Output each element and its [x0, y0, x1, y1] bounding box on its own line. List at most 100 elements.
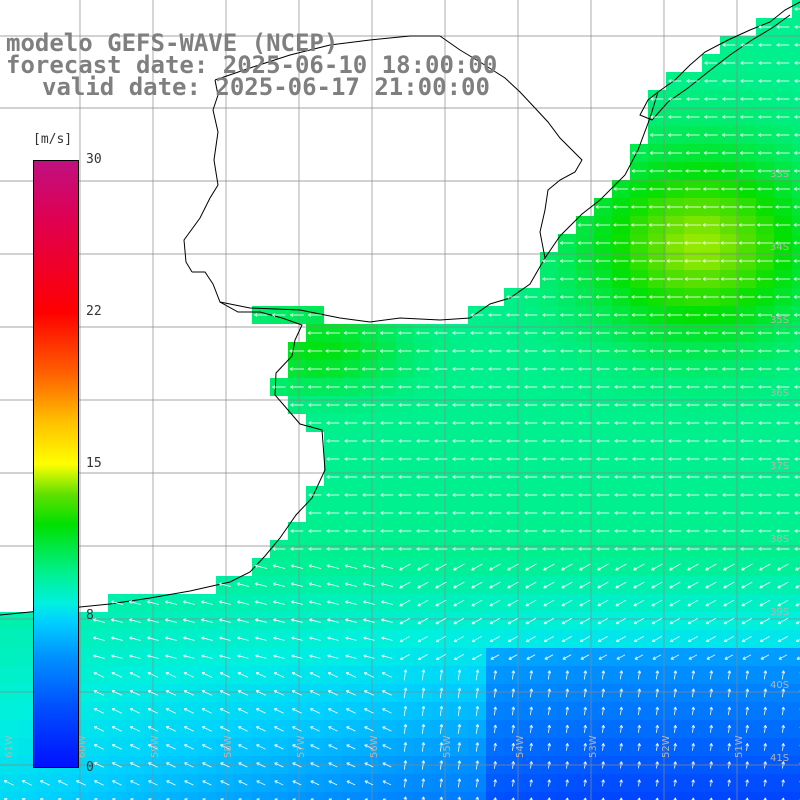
wind-arrow — [308, 421, 322, 425]
wind-arrow — [758, 439, 772, 443]
wind-arrow — [795, 620, 800, 625]
speed-cell — [792, 738, 800, 756]
wind-arrow — [493, 706, 498, 716]
wind-arrow — [470, 367, 484, 371]
wind-arrow — [758, 97, 772, 101]
wind-arrow — [434, 349, 448, 353]
wind-arrow — [637, 706, 641, 716]
wind-arrow — [219, 672, 231, 678]
wind-arrow — [650, 97, 664, 101]
wind-arrow — [524, 421, 538, 425]
speed-cell — [378, 792, 396, 800]
wind-arrow — [705, 581, 717, 589]
wind-arrow — [363, 654, 375, 659]
wind-arrow — [759, 563, 771, 571]
wind-arrow — [434, 385, 448, 389]
wind-arrow — [793, 187, 800, 191]
wind-arrow — [722, 457, 736, 461]
wind-arrow — [452, 457, 466, 461]
wind-arrow — [453, 617, 465, 625]
speed-cell — [18, 684, 36, 702]
wind-arrow — [475, 742, 480, 752]
wind-arrow — [704, 367, 718, 371]
wind-arrow — [727, 670, 732, 680]
wind-arrow — [722, 529, 736, 533]
wind-arrow — [21, 780, 32, 786]
wind-arrow — [421, 796, 426, 800]
wind-arrow — [434, 475, 448, 479]
wind-arrow — [398, 421, 412, 425]
wind-arrow — [506, 457, 520, 461]
speed-cell — [360, 792, 378, 800]
colorbar-tick-15: 15 — [86, 456, 102, 471]
wind-arrow — [740, 349, 754, 353]
wind-arrow — [529, 724, 533, 733]
wind-arrow — [489, 581, 501, 589]
wind-arrow — [739, 331, 754, 335]
wind-arrow — [668, 529, 682, 533]
wind-arrow — [578, 367, 592, 371]
wind-arrow — [763, 688, 768, 698]
wind-arrow — [453, 581, 465, 589]
wind-arrow — [578, 385, 592, 389]
wind-arrow — [255, 708, 266, 714]
wind-arrow — [687, 636, 698, 643]
wind-arrow — [794, 79, 800, 83]
wind-vectors — [3, 7, 800, 800]
wind-arrow — [219, 690, 231, 696]
wind-arrow — [565, 743, 569, 751]
wind-arrow — [183, 636, 195, 641]
wind-arrow — [434, 403, 448, 407]
wind-arrow — [740, 133, 754, 137]
wind-arrow — [739, 313, 755, 317]
wind-arrow — [488, 511, 502, 515]
wind-arrow — [547, 761, 551, 769]
wind-arrow — [308, 564, 322, 569]
wind-arrow — [129, 654, 141, 659]
speed-cell — [0, 630, 18, 648]
wind-arrow — [740, 421, 754, 425]
wind-arrow — [381, 618, 393, 623]
wind-arrow — [326, 600, 339, 605]
wind-arrow — [361, 367, 376, 371]
wind-arrow — [435, 654, 446, 661]
wind-arrow — [666, 241, 684, 245]
wind-arrow — [776, 61, 790, 65]
wind-arrow — [776, 367, 790, 371]
wind-arrow — [793, 205, 800, 209]
wind-arrow — [757, 331, 772, 335]
wind-arrow — [560, 511, 574, 515]
wind-arrow — [434, 529, 448, 533]
wind-arrow — [613, 187, 629, 191]
wind-arrow — [614, 439, 628, 443]
wind-arrow — [361, 349, 376, 353]
wind-arrow — [93, 762, 104, 768]
wind-arrow — [524, 511, 538, 515]
wind-arrow — [757, 241, 773, 245]
wind-arrow — [362, 547, 376, 551]
wind-arrow — [667, 295, 683, 299]
wind-arrow — [688, 654, 698, 660]
wind-arrow — [686, 529, 700, 533]
wind-arrow — [439, 778, 444, 788]
wind-arrow — [362, 457, 376, 461]
speed-cell — [792, 666, 800, 684]
wind-arrow — [93, 690, 105, 696]
wind-arrow — [344, 439, 358, 443]
wind-arrow — [382, 780, 392, 786]
wind-arrow — [666, 205, 683, 209]
wind-arrow — [325, 331, 341, 335]
wind-arrow — [723, 617, 735, 625]
wind-arrow — [759, 636, 770, 643]
wind-arrow — [614, 511, 628, 515]
wind-arrow — [254, 313, 268, 317]
wind-arrow — [289, 349, 305, 353]
wind-arrow — [290, 403, 304, 407]
wind-arrow — [776, 79, 790, 83]
wind-arrow — [457, 778, 462, 788]
wind-arrow — [601, 724, 605, 733]
wind-arrow — [685, 295, 701, 299]
wind-arrow — [633, 636, 644, 643]
wind-arrow — [649, 313, 665, 317]
wind-arrow — [775, 313, 790, 317]
